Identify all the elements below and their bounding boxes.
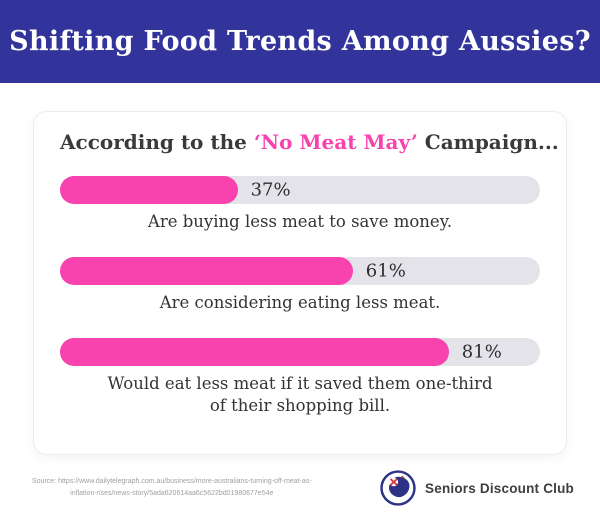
percent-label: 61% [365,260,406,282]
card-heading-suffix: Campaign... [417,130,559,154]
stat-caption: Are considering eating less meat. [159,293,441,312]
header-banner: Shifting Food Trends Among Aussies? [0,0,600,83]
card-heading: According to the ‘No Meat May’ Campaign.… [60,128,559,156]
stat-row: 61% Are considering eating less meat. [60,257,540,314]
source-text: Source: https://www.dailytelegraph.com.a… [32,476,312,500]
progress-fill [60,338,449,366]
progress-fill [60,176,238,204]
card-heading-highlight: ‘No Meat May’ [253,130,418,154]
percent-label: 37% [250,179,291,201]
seniors-discount-club-logo-icon [380,470,416,506]
card-heading-prefix: According to the [60,130,254,154]
progress-fill [60,257,353,285]
stat-row: 37% Are buying less meat to save money. [60,176,540,233]
stat-row: 81% Would eat less meat if it saved them… [60,338,540,417]
percent-label: 81% [461,341,502,363]
source-line-1: Source: https://www.dailytelegraph.com.a… [32,478,312,486]
footer: Source: https://www.dailytelegraph.com.a… [0,469,600,507]
stat-caption: Would eat less meat if it saved them one… [107,374,493,415]
stats-card: According to the ‘No Meat May’ Campaign.… [33,111,567,455]
stat-caption: Are buying less meat to save money. [147,212,453,231]
progress-track: 81% [60,338,540,366]
progress-track: 37% [60,176,540,204]
brand-logo: Seniors Discount Club [379,469,574,507]
page-title: Shifting Food Trends Among Aussies? [9,26,591,57]
source-line-2: inflation-rises/news-story/5ada620614aa6… [70,490,274,497]
progress-track: 61% [60,257,540,285]
brand-name: Seniors Discount Club [425,480,574,496]
